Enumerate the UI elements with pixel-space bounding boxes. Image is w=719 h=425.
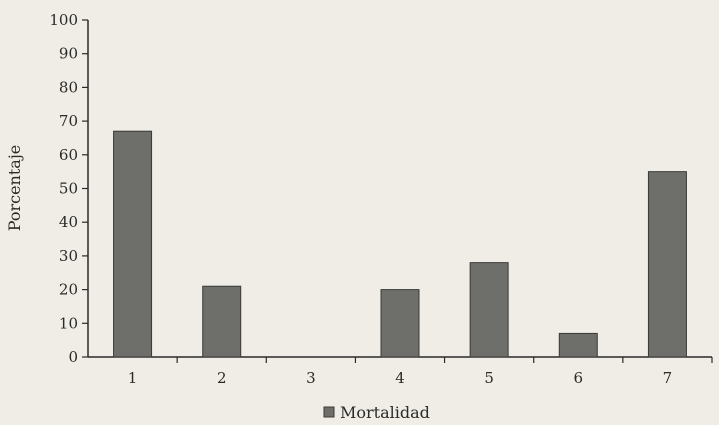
y-tick-label: 40 — [59, 213, 78, 231]
x-tick-label: 1 — [128, 369, 138, 387]
y-tick-label: 30 — [59, 247, 78, 265]
y-tick-label: 10 — [59, 314, 78, 332]
y-tick-label: 20 — [59, 281, 78, 299]
bar-7 — [647, 171, 687, 358]
y-tick-label: 70 — [59, 112, 78, 130]
bar-1 — [113, 130, 153, 358]
legend-label: Mortalidad — [340, 403, 430, 422]
plot-area: 0 10 20 30 40 50 60 70 80 90 100 1 2 3 4 5 6 7 Mortalidad — [49, 11, 713, 422]
x-tick-label: 2 — [217, 369, 227, 387]
bar-6 — [558, 332, 598, 358]
y-tick-label: 90 — [59, 45, 78, 63]
x-tick-label: 6 — [574, 369, 584, 387]
x-tick-label: 7 — [663, 369, 673, 387]
y-tick-label: 50 — [59, 180, 78, 198]
bar-2 — [202, 285, 242, 358]
bar-5 — [469, 262, 509, 358]
x-tick-label: 5 — [484, 369, 494, 387]
y-tick-label: 100 — [49, 11, 78, 29]
y-tick-label: 80 — [59, 78, 78, 96]
bar-4 — [380, 289, 420, 358]
y-axis-title: Porcentaje — [5, 145, 24, 232]
x-tick-label: 4 — [395, 369, 405, 387]
y-tick-label: 60 — [59, 146, 78, 164]
y-tick-label: 0 — [68, 348, 78, 366]
legend-swatch — [323, 406, 335, 418]
x-tick-label: 3 — [306, 369, 316, 387]
